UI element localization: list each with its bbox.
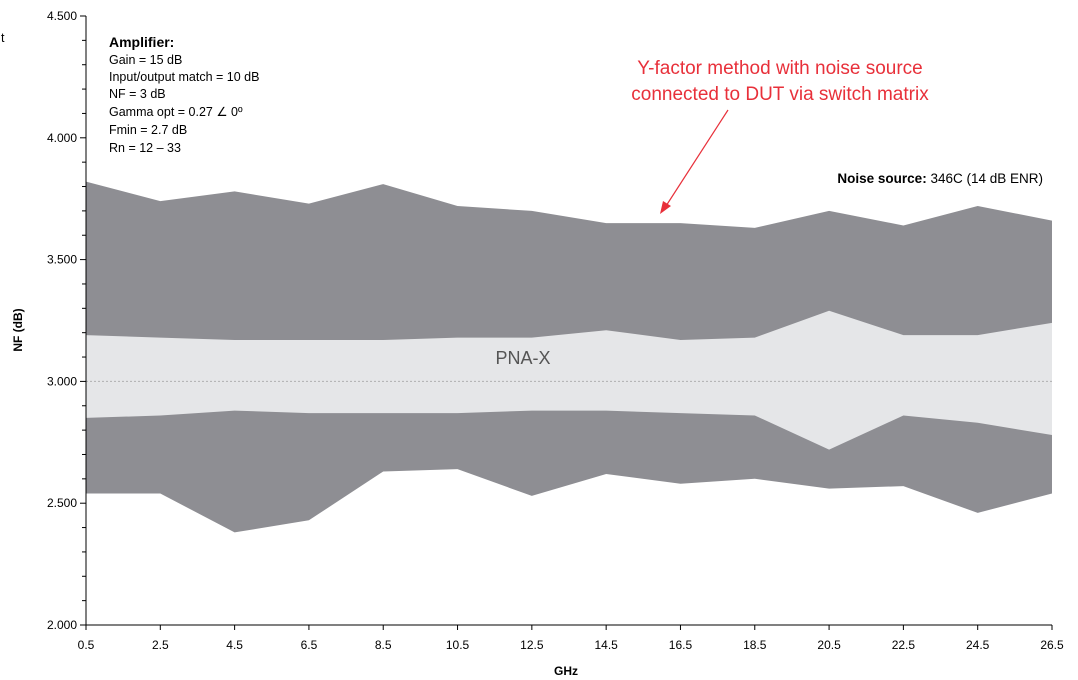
y-axis-ticks: 2.000 2.500 3.000 3.500 4.000 4.500 [47,9,86,632]
y-tick-label: 3.500 [47,253,77,267]
x-tick-label: 24.5 [966,638,990,652]
x-tick-label: 16.5 [669,638,693,652]
amplifier-gamma-opt: Gamma opt = 0.27 ∠ 0º [109,105,243,119]
x-tick-label: 18.5 [743,638,767,652]
yfactor-annotation-line1: Y-factor method with noise source [637,58,923,79]
yfactor-annotation-line2: connected to DUT via switch matrix [631,84,929,105]
pna-x-band [86,310,1052,450]
x-tick-label: 6.5 [301,638,318,652]
amplifier-gain: Gain = 15 dB [109,53,182,67]
x-tick-label: 0.5 [78,638,95,652]
noise-source-label: Noise source: 346C (14 dB ENR) [837,171,1043,186]
annotation-arrow-shaft [665,109,729,207]
noise-source-value: 346C (14 dB ENR) [927,171,1043,186]
x-tick-label: 4.5 [226,638,243,652]
noise-source-title: Noise source: [837,171,926,186]
y-tick-label: 4.500 [47,9,77,23]
y-tick-label: 4.000 [47,131,77,145]
bands-layer [86,181,1052,533]
x-axis-ticks: 0.5 2.5 4.5 6.5 8.5 10.5 12.5 14.5 16.5 18.5 20.5 2… [78,625,1064,652]
x-tick-label: 10.5 [446,638,470,652]
y-tick-label: 2.500 [47,496,77,510]
x-tick-label: 2.5 [152,638,169,652]
cropped-text-fragment: t [1,31,5,45]
x-tick-label: 12.5 [520,638,544,652]
amplifier-title: Amplifier: [109,34,174,50]
y-tick-label: 3.000 [47,374,77,388]
amplifier-nf: NF = 3 dB [109,87,166,101]
amplifier-match: Input/output match = 10 dB [109,70,259,84]
y-tick-label: 2.000 [47,618,77,632]
annotation-arrow-head [660,201,671,214]
x-tick-label: 22.5 [892,638,916,652]
y-axis-title: NF (dB) [11,308,25,351]
x-tick-label: 26.5 [1040,638,1064,652]
amplifier-fmin: Fmin = 2.7 dB [109,123,187,137]
x-tick-label: 20.5 [817,638,841,652]
amplifier-rn: Rn = 12 – 33 [109,141,181,155]
x-tick-label: 14.5 [594,638,618,652]
x-tick-label: 8.5 [375,638,392,652]
x-axis-title: GHz [554,664,578,678]
pna-x-label: PNA-X [495,348,550,368]
